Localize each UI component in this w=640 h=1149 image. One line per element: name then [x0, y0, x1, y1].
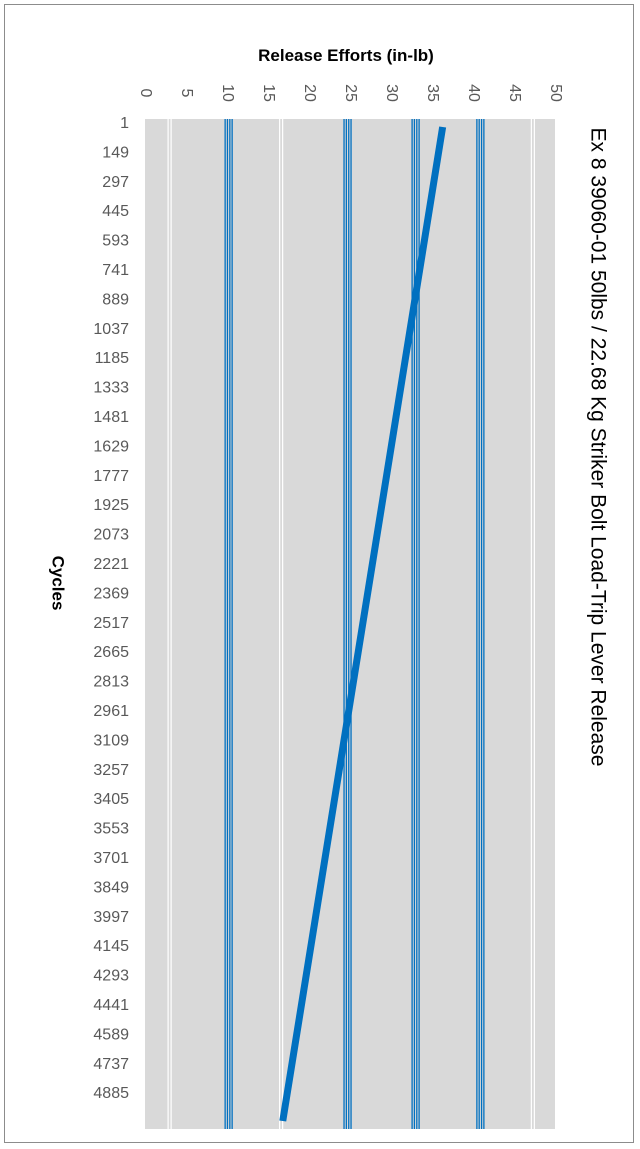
vertical-band — [343, 119, 352, 1129]
category-tick-label: 2073 — [93, 527, 129, 544]
value-tick-label: 40 — [465, 84, 482, 102]
series-line — [279, 126, 447, 1122]
value-tick-label: 10 — [219, 84, 236, 102]
category-tick-label: 2221 — [93, 556, 129, 573]
value-tick-label: 15 — [260, 84, 277, 102]
category-tick-label: 3257 — [93, 762, 129, 779]
vertical-band — [476, 119, 485, 1129]
vertical-band — [279, 119, 284, 1129]
category-tick-label: 4293 — [93, 968, 129, 985]
value-tick-label: 0 — [137, 89, 154, 98]
category-tick-label: 741 — [102, 262, 129, 279]
category-tick-label: 889 — [102, 291, 129, 308]
category-tick-label: 1037 — [93, 321, 129, 338]
category-tick-label: 4589 — [93, 1026, 129, 1043]
chart-svg: 0 5 10 15 20 25 30 35 40 45 50 1 149 297 445 593 741 889… — [49, 46, 609, 1129]
category-tick-label: 2369 — [93, 585, 129, 602]
value-tick-label: 50 — [547, 84, 564, 102]
category-tick-label: 4145 — [93, 938, 129, 955]
category-tick-label: 297 — [102, 174, 129, 191]
value-tick-label: 30 — [383, 84, 400, 102]
category-tick-label: 2517 — [93, 615, 129, 632]
value-tick-label: 25 — [342, 84, 359, 102]
category-tick-label: 1 — [120, 115, 129, 132]
value-axis-title: Release Efforts (in-lb) — [258, 46, 434, 65]
value-tick-label: 35 — [424, 84, 441, 102]
category-tick-label: 3849 — [93, 879, 129, 896]
category-tick-label: 3109 — [93, 732, 129, 749]
category-tick-label: 3405 — [93, 791, 129, 808]
category-tick-label: 3553 — [93, 821, 129, 838]
category-tick-label: 3701 — [93, 850, 129, 867]
category-tick-label: 2961 — [93, 703, 129, 720]
category-tick-label: 1777 — [93, 468, 129, 485]
value-axis-ticks: 0 5 10 15 20 25 30 35 40 45 50 — [137, 84, 564, 102]
value-tick-label: 5 — [178, 89, 195, 98]
vertical-band — [167, 119, 172, 1129]
category-tick-label: 1333 — [93, 380, 129, 397]
category-axis-ticks: 1 149 297 445 593 741 889 1037 1185 1333 1481 1629 1… — [93, 115, 129, 1102]
category-tick-label: 2813 — [93, 674, 129, 691]
category-axis-title: Cycles — [49, 556, 68, 611]
vertical-band — [224, 119, 233, 1129]
category-tick-label: 3997 — [93, 909, 129, 926]
vertical-band — [530, 119, 535, 1129]
category-tick-label: 593 — [102, 233, 129, 250]
category-tick-label: 149 — [102, 144, 129, 161]
chart-title: Ex 8 39060-01 50lbs / 22.68 Kg Striker B… — [586, 128, 609, 767]
category-tick-label: 1925 — [93, 497, 129, 514]
category-tick-label: 1629 — [93, 438, 129, 455]
category-tick-label: 1185 — [95, 350, 130, 367]
value-tick-label: 20 — [301, 84, 318, 102]
category-tick-label: 1481 — [93, 409, 129, 426]
value-tick-label: 45 — [506, 84, 523, 102]
chart-frame: 0 5 10 15 20 25 30 35 40 45 50 1 149 297 445 593 741 889… — [4, 4, 634, 1143]
category-tick-label: 4737 — [93, 1056, 129, 1073]
category-tick-label: 445 — [102, 203, 129, 220]
category-tick-label: 4441 — [93, 997, 129, 1014]
series-layer — [279, 126, 447, 1122]
vertical-bands — [167, 119, 535, 1129]
category-tick-label: 2665 — [93, 644, 129, 661]
category-tick-label: 4885 — [93, 1085, 129, 1102]
plot-area — [145, 119, 555, 1129]
